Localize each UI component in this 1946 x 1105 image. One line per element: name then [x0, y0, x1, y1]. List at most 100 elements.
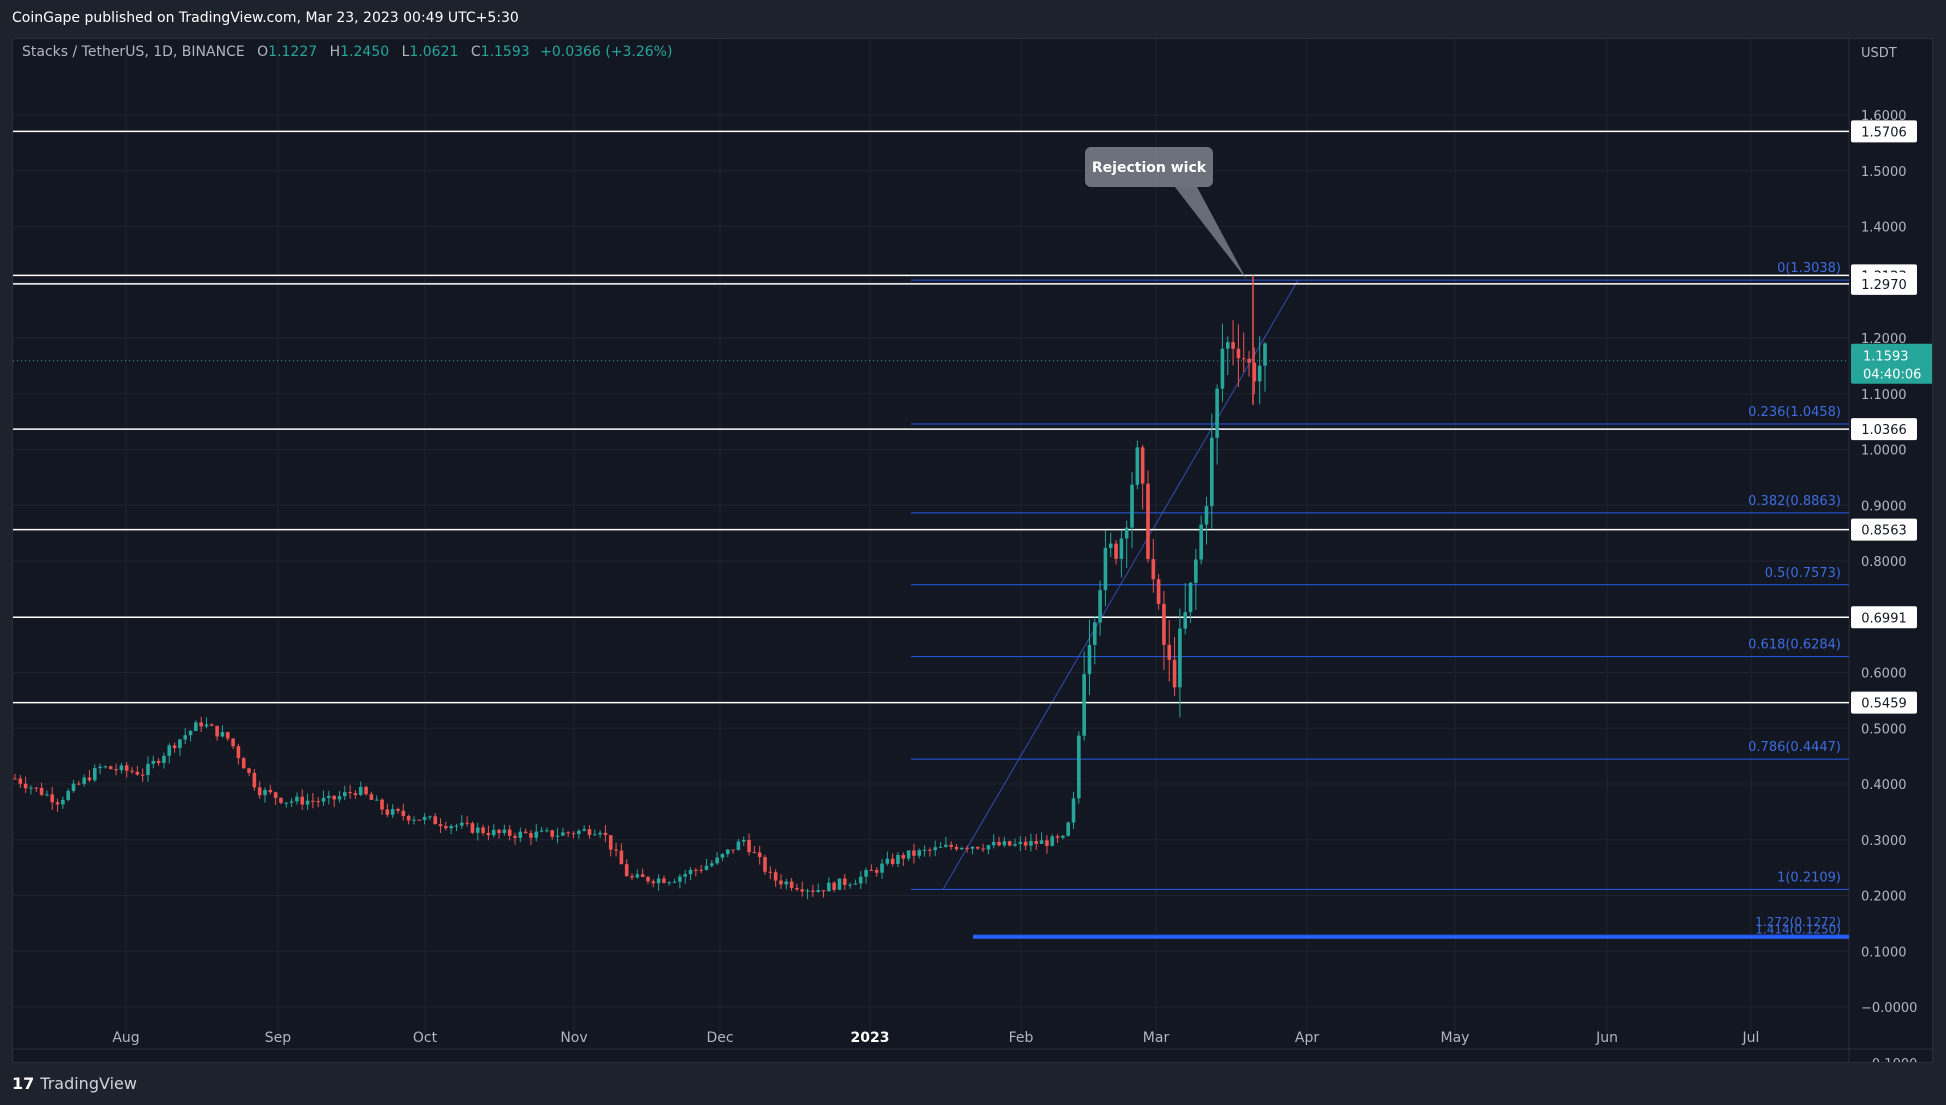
candle-body: [1018, 841, 1023, 844]
candle-body: [1013, 843, 1017, 846]
candle-body: [124, 765, 129, 771]
candle-body: [890, 858, 895, 864]
y-tick-label: 0.1000: [1861, 945, 1907, 960]
candle-body: [295, 796, 299, 802]
candle-body: [603, 832, 608, 836]
candle-body: [731, 849, 735, 851]
candle-body: [1215, 388, 1219, 438]
candle-body: [1045, 840, 1049, 846]
x-tick-label: Dec: [706, 1030, 733, 1046]
level-price-tag: [1851, 272, 1917, 295]
x-tick-label: Mar: [1143, 1030, 1170, 1046]
y-tick-label: 1.0000: [1861, 444, 1907, 459]
y-tick-label: 1.4000: [1861, 221, 1907, 236]
candle-body: [225, 732, 230, 739]
candle-body: [1055, 836, 1060, 838]
fib-level-label: 0.236(1.0458): [1748, 405, 1841, 420]
y-tick-label: 1.1000: [1861, 388, 1907, 403]
candle-body: [1130, 484, 1134, 528]
candle-body: [555, 835, 560, 837]
candle-body: [640, 874, 645, 877]
y-tick-label: −0.0000: [1861, 1001, 1917, 1016]
tradingview-logo-icon: 17: [12, 1074, 35, 1093]
candle-body: [1257, 365, 1262, 382]
chart-area[interactable]: Aug Sep Oct Nov Dec 2023 Feb Mar Apr May Jun Jul 1.6…: [12, 38, 1933, 1063]
candle-body: [18, 778, 23, 784]
candle-body: [151, 760, 156, 764]
fib-level-label: 0.382(0.8863): [1748, 494, 1841, 509]
candle-body: [1194, 559, 1198, 583]
candle-body: [901, 854, 906, 859]
candle-body: [34, 787, 39, 789]
candle-body: [1220, 348, 1225, 389]
high-value: 1.2450: [340, 44, 390, 60]
candle-body: [1241, 358, 1246, 360]
candle-body: [619, 850, 624, 865]
candle-body: [1140, 447, 1145, 484]
candle-body: [1236, 348, 1241, 359]
candle-body: [454, 825, 459, 827]
candle-body: [23, 783, 28, 789]
high-label: H: [329, 44, 341, 60]
candle-body: [390, 808, 395, 815]
candle-body: [433, 816, 438, 825]
candle-body: [587, 829, 592, 836]
candle-body: [61, 799, 65, 805]
candle-body: [858, 876, 863, 884]
candle-body: [92, 768, 97, 781]
candle-body: [406, 815, 411, 821]
candle-body: [39, 787, 44, 795]
candle-body: [353, 793, 358, 796]
fib-level-label: 1(0.2109): [1777, 870, 1841, 885]
candle-body: [87, 777, 92, 781]
annotation-text: Rejection wick: [1092, 160, 1207, 176]
candle-body: [1231, 342, 1235, 349]
candle-body: [273, 792, 278, 798]
candle-body: [401, 810, 406, 816]
candle-body: [1029, 841, 1033, 846]
candle-body: [741, 839, 746, 842]
price-chart[interactable]: Aug Sep Oct Nov Dec 2023 Feb Mar Apr May Jun Jul 1.6…: [13, 39, 1933, 1063]
candle-body: [342, 792, 347, 797]
candle-body: [444, 826, 448, 829]
candle-body: [571, 833, 576, 835]
y-tick-label: 0.2000: [1861, 890, 1907, 905]
candle-body: [624, 864, 629, 877]
candle-body: [1210, 437, 1214, 507]
candle-body: [991, 841, 996, 846]
candle-body: [779, 880, 783, 885]
fib-level-label: 0(1.3038): [1777, 261, 1841, 276]
publisher-bar: CoinGape published on TradingView.com, M…: [0, 0, 1946, 38]
y-tick-label: 0.9000: [1861, 499, 1907, 514]
candle-body: [965, 847, 969, 849]
candle-body: [534, 831, 539, 838]
candle-body: [204, 724, 209, 727]
fib-level-label: 1.414(0.1250): [1755, 922, 1841, 936]
candle-body: [832, 882, 836, 890]
candle-body: [300, 796, 305, 805]
x-tick-label: Jun: [1595, 1030, 1618, 1046]
candle-body: [848, 884, 852, 886]
tradingview-brand[interactable]: 17 TradingView: [12, 1074, 137, 1093]
candle-body: [518, 831, 523, 838]
candle-body: [672, 881, 677, 883]
current-price-tag: [1851, 343, 1932, 384]
candle-body: [1098, 590, 1102, 623]
candle-body: [71, 783, 76, 791]
fib-level-label: 0.5(0.7573): [1765, 566, 1841, 581]
candle-body: [885, 858, 890, 864]
candle-body: [417, 819, 422, 821]
publisher-text: CoinGape published on TradingView.com, M…: [12, 10, 519, 26]
candle-body: [592, 834, 597, 836]
candle-body: [513, 835, 517, 838]
y-tick-label: 1.2000: [1861, 332, 1907, 347]
candle-body: [1167, 644, 1172, 660]
candle-body: [210, 724, 214, 726]
symbol-name[interactable]: Stacks / TetherUS, 1D, BINANCE: [22, 44, 245, 60]
candle-body: [268, 789, 273, 793]
symbol-legend: Stacks / TetherUS, 1D, BINANCE O1.1227 H…: [22, 44, 672, 60]
candle-body: [757, 852, 762, 858]
candle-body: [66, 790, 70, 800]
x-tick-label: Aug: [112, 1030, 139, 1046]
candle-body: [1092, 622, 1097, 645]
